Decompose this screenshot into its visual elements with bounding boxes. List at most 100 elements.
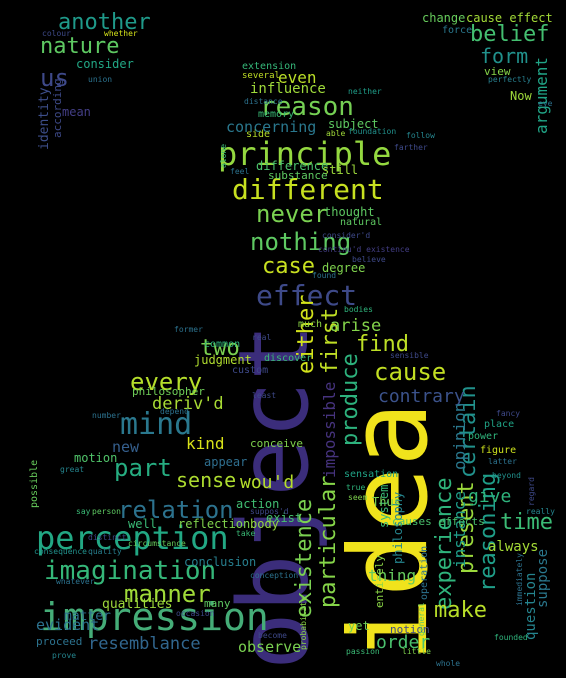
word-impression: impression [40,595,269,639]
word-depend: depend [160,407,189,416]
word-found: found [312,271,337,280]
word-thing: thing [368,566,417,585]
word-power: power [468,431,499,442]
word-principle: principle [218,135,392,173]
word-whether: whether [104,29,138,38]
word-number: number [92,411,121,420]
word-passion: passion [346,647,380,656]
word-believe: believe [352,255,386,264]
word-eye: eye [538,99,553,108]
word-two: two [200,336,240,361]
word-evident: evident [36,616,100,634]
word-belief: belief [470,22,550,47]
word-person: person [92,507,121,516]
word-even: even [278,68,317,87]
word-side: side [246,129,271,140]
word-able: able [326,129,346,138]
word-occasion: occasion [176,609,215,618]
word-possible: possible [29,459,40,508]
word-whole: whole [436,659,461,668]
word-effect: effect [256,279,358,312]
word-continu'd-existence: continu'd existence [318,245,410,254]
word-time: time [500,510,553,535]
word-sensation: sensation [344,469,399,480]
word-operation: operation [419,545,430,600]
word-probability: probability [299,597,308,650]
word-perception: perception [36,519,229,557]
word-reason: reason [260,92,354,122]
word-discover: discover [264,353,313,364]
word-fancy: fancy [496,409,521,418]
word-notion: notion [390,623,430,636]
word-perfectly: perfectly [488,75,532,84]
word-mind: mind [120,407,193,442]
word-real: real [252,333,272,342]
word-instance: instance [450,490,469,568]
word-different: different [232,173,384,206]
word-reflection: reflection [178,517,251,531]
word-opinion: opinion [450,402,469,470]
word-produce: produce [338,353,363,446]
word-seem: seem [348,493,368,502]
word-every: every [130,368,203,396]
word-sense: sense [176,468,237,492]
word-relation: relation [118,496,234,524]
word-quality: quality [88,547,122,556]
word-true: true [346,483,366,492]
word-wou'd: wou'd [240,472,295,493]
word-follow: follow [406,131,435,140]
word-thought: thought [324,205,375,219]
word-influence: influence [250,81,326,97]
word-many: many [204,597,231,610]
word-proceed: proceed [36,635,83,648]
word-manner: manner [124,580,211,608]
word-figure: figure [480,445,517,456]
word-nature: nature [40,34,120,59]
word-argument: argument [532,56,551,134]
word-conceive: conceive [250,437,303,450]
word-well: well [128,517,157,531]
word-whatever: whatever [56,577,95,586]
word-consider'd: consider'd [322,231,371,240]
word-conclusion: conclusion [184,555,257,569]
word-resemblance: resemblance [88,634,201,654]
word-entirely: entirely [373,555,386,608]
word-thus: Thus [372,495,401,509]
word-little: little [402,647,431,656]
word-feel: feel [230,167,250,176]
word-say: say [76,507,91,516]
word-observe: observe [238,638,302,656]
word-identity: identity [37,87,52,150]
word-substance: substance [268,169,328,182]
word-colour: colour [42,29,71,38]
word-imagination: imagination [44,556,217,586]
word-particular: particular [316,475,341,608]
word-great: great [60,465,85,474]
word-find: find [356,332,409,357]
word-custom: custom [232,365,269,376]
word-give: give [468,486,512,507]
word-qualities: qualities [102,597,173,612]
word-yet: yet [348,619,370,633]
word-neither: neither [348,87,382,96]
word-never: never [256,200,329,228]
word-union: union [88,75,113,84]
word-always: always [488,539,539,555]
word-latter: latter [488,457,517,466]
word-cause-effect: cause effect [466,11,553,25]
word-bodies: bodies [344,305,373,314]
word-farther: farther [394,143,428,152]
word-part: part [114,454,172,482]
word-several: several [242,71,280,81]
word-still: still [322,163,359,177]
word-form: form [480,44,529,68]
word-arise: arise [330,316,382,336]
word-memory: memory [258,109,295,120]
word-body: body [250,517,279,531]
word-degree: degree [322,261,366,275]
word-philosopher: philosopher [132,385,205,398]
word-common: common [204,339,241,350]
word-consequence: consequence [34,547,87,556]
word-deriv'd: deriv'd [152,394,224,414]
